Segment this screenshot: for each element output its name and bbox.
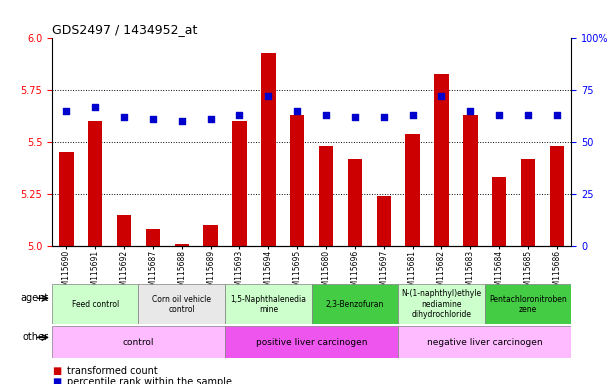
Text: Pentachloronitroben
zene: Pentachloronitroben zene — [489, 295, 567, 314]
Bar — [117, 215, 131, 246]
Text: transformed count: transformed count — [67, 366, 158, 376]
Point — [263, 93, 273, 99]
Bar — [312, 284, 398, 324]
Point — [206, 116, 216, 122]
Bar — [319, 146, 333, 246]
Bar — [376, 196, 391, 246]
Bar — [145, 229, 160, 246]
Point — [523, 112, 533, 118]
Bar — [485, 284, 571, 324]
Point — [90, 104, 100, 110]
Text: control: control — [123, 338, 154, 347]
Point — [494, 112, 504, 118]
Bar — [434, 74, 448, 246]
Text: 1,5-Naphthalenedia
mine: 1,5-Naphthalenedia mine — [230, 295, 306, 314]
Point — [437, 93, 447, 99]
Bar — [203, 225, 218, 246]
Bar — [405, 134, 420, 246]
Bar — [261, 53, 276, 246]
Point — [321, 112, 331, 118]
Text: other: other — [23, 333, 49, 343]
Point — [235, 112, 244, 118]
Text: agent: agent — [21, 293, 49, 303]
Bar — [232, 121, 247, 246]
Point — [119, 114, 129, 120]
Text: ■: ■ — [52, 377, 61, 384]
Bar — [463, 115, 478, 246]
Bar — [521, 159, 535, 246]
Bar — [550, 146, 564, 246]
Text: ■: ■ — [52, 366, 61, 376]
Text: Corn oil vehicle
control: Corn oil vehicle control — [152, 295, 211, 314]
Bar — [139, 284, 225, 324]
Point — [552, 112, 562, 118]
Text: Feed control: Feed control — [71, 300, 119, 309]
Bar — [52, 284, 139, 324]
Bar — [52, 326, 225, 358]
Point — [408, 112, 417, 118]
Bar — [225, 326, 398, 358]
Bar — [225, 284, 312, 324]
Point — [292, 108, 302, 114]
Text: positive liver carcinogen: positive liver carcinogen — [256, 338, 367, 347]
Bar — [398, 284, 485, 324]
Point — [177, 118, 187, 124]
Bar — [59, 152, 73, 246]
Bar — [492, 177, 507, 246]
Point — [62, 108, 71, 114]
Bar — [348, 159, 362, 246]
Point — [350, 114, 360, 120]
Bar — [398, 326, 571, 358]
Text: negative liver carcinogen: negative liver carcinogen — [427, 338, 543, 347]
Point — [466, 108, 475, 114]
Bar — [88, 121, 103, 246]
Bar — [175, 244, 189, 246]
Point — [148, 116, 158, 122]
Text: GDS2497 / 1434952_at: GDS2497 / 1434952_at — [52, 23, 197, 36]
Bar — [290, 115, 304, 246]
Text: percentile rank within the sample: percentile rank within the sample — [67, 377, 232, 384]
Text: N-(1-naphthyl)ethyle
nediamine
dihydrochloride: N-(1-naphthyl)ethyle nediamine dihydroch… — [401, 290, 481, 319]
Point — [379, 114, 389, 120]
Text: 2,3-Benzofuran: 2,3-Benzofuran — [326, 300, 384, 309]
